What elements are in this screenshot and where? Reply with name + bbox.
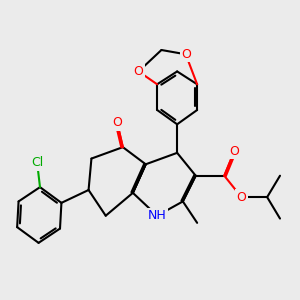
Text: O: O [229,145,239,158]
Text: O: O [236,190,246,204]
Text: O: O [134,65,143,78]
Text: O: O [181,48,191,61]
Text: O: O [112,116,122,129]
Text: Cl: Cl [31,156,43,170]
Text: NH: NH [148,209,167,222]
